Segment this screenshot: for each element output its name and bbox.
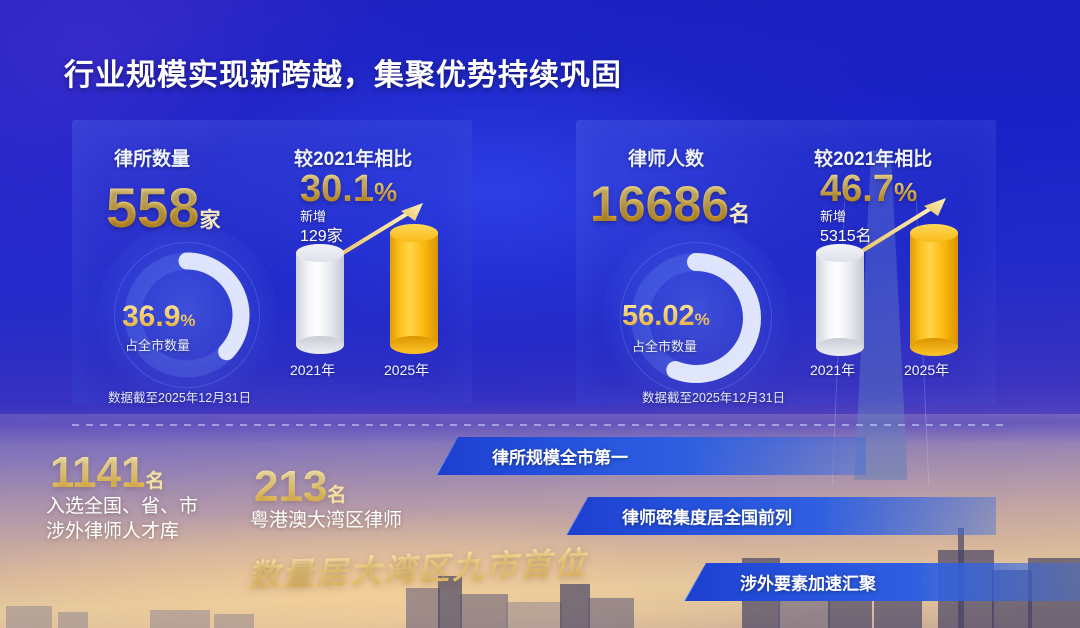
building — [438, 576, 462, 628]
growth-arrow-icon — [852, 198, 946, 258]
compare-label-law-firms: 较2021年相比 — [294, 149, 413, 170]
banner-foreign-elements[interactable]: 涉外要素加速汇聚 — [684, 563, 1080, 601]
banner-largest-firm-scale[interactable]: 律所规模全市第一 — [436, 437, 866, 475]
bottom-stat-desc-talent-pool: 入选全国、省、市 涉外律师人才库 — [46, 496, 199, 543]
stat-number: 213 — [254, 462, 328, 511]
bar-label-2025-lawyers: 2025年 — [904, 362, 950, 378]
building — [506, 602, 562, 628]
percent-symbol: % — [373, 177, 398, 207]
metric-unit: 家 — [199, 209, 221, 232]
bar-label-2021-lawyers: 2021年 — [810, 362, 856, 378]
bar-bottom-ellipse — [910, 338, 958, 356]
bar-bottom-ellipse — [816, 338, 864, 356]
metric-number: 558 — [106, 176, 200, 239]
delta-value: 5315名 — [820, 227, 872, 245]
bar-2025-lawyers — [910, 224, 958, 356]
bar-body — [910, 233, 958, 347]
metric-label-lawyers: 律师人数 — [628, 149, 705, 170]
stat-number: 1141 — [50, 448, 146, 497]
compare-label-lawyers: 较2021年相比 — [814, 149, 933, 170]
metric-label-law-firms: 律所数量 — [114, 149, 191, 170]
donut-caption-lawyers: 占全市数量 — [632, 339, 698, 354]
growth-value-law-firms: 30.1% — [300, 168, 397, 211]
bar-2021-lawyers — [816, 244, 864, 356]
stat-unit: 名 — [145, 471, 165, 492]
percent-symbol: % — [694, 310, 710, 329]
donut-percent-number: 36.9 — [122, 300, 181, 333]
footnote-law-firms: 数据截至2025年12月31日 — [108, 391, 252, 405]
bar-body — [296, 253, 344, 345]
bar-label-2025-law-firms: 2025年 — [384, 362, 430, 378]
bar-body — [816, 253, 864, 347]
delta-prefix: 新增 — [820, 209, 847, 224]
donut-caption-law-firms: 占全市数量 — [125, 338, 191, 353]
stat-unit: 名 — [327, 485, 347, 506]
donut-chart-law-firms: 36.9% 占全市数量 — [96, 224, 278, 406]
banner-label: 涉外要素加速汇聚 — [740, 574, 876, 594]
delta-prefix: 新增 — [300, 209, 327, 224]
bar-bottom-ellipse — [390, 336, 438, 354]
donut-outer-ring — [114, 242, 260, 388]
bar-top-ellipse — [296, 244, 344, 262]
percent-symbol: % — [893, 177, 918, 207]
bar-2025-law-firms — [390, 224, 438, 354]
bar-label-2021-law-firms: 2021年 — [290, 362, 336, 378]
building — [406, 588, 440, 628]
bar-top-ellipse — [910, 224, 958, 242]
delta-value: 129家 — [300, 227, 343, 245]
card-law-firms: 律所数量 558家 36.9% 占全市数量 较2021年相比 30.1% 新增 … — [72, 120, 472, 406]
bottom-stat-value-gba-lawyers: 213名 — [254, 462, 346, 512]
donut-chart-lawyers: 56.02% 占全市数量 — [602, 224, 790, 412]
donut-percent-number: 56.02 — [622, 300, 695, 332]
donut-percent-lawyers: 56.02% — [622, 300, 710, 333]
bottom-stat-value-talent-pool: 1141名 — [50, 448, 164, 498]
percent-symbol: % — [180, 311, 196, 330]
delta-label-law-firms: 新增 129家 — [300, 208, 343, 247]
building — [560, 584, 590, 628]
building — [214, 614, 254, 628]
section-divider — [72, 424, 1008, 426]
bar-top-ellipse — [816, 244, 864, 262]
building — [588, 598, 634, 628]
footnote-lawyers: 数据截至2025年12月31日 — [642, 391, 786, 405]
banner-lawyer-density[interactable]: 律师密集度居全国前列 — [566, 497, 996, 535]
building — [150, 610, 210, 628]
metric-number: 16686 — [590, 176, 730, 232]
bar-bottom-ellipse — [296, 336, 344, 354]
metric-value-lawyers: 16686名 — [590, 175, 750, 233]
growth-value-lawyers: 46.7% — [820, 168, 917, 211]
growth-number: 30.1 — [300, 168, 374, 210]
building — [6, 606, 52, 628]
growth-number: 46.7 — [820, 168, 894, 210]
card-lawyers: 律师人数 16686名 56.02% 占全市数量 较2021年相比 46.7% … — [576, 120, 996, 412]
growth-arrow-icon — [331, 203, 423, 261]
bar-body — [390, 233, 438, 345]
metric-unit: 名 — [729, 203, 751, 226]
donut-outer-ring — [620, 242, 772, 394]
bar-top-ellipse — [390, 224, 438, 242]
delta-label-lawyers: 新增 5315名 — [820, 208, 872, 247]
building — [460, 594, 508, 628]
page-title: 行业规模实现新跨越，集聚优势持续巩固 — [64, 59, 622, 92]
building — [58, 612, 88, 628]
donut-percent-law-firms: 36.9% — [122, 300, 196, 334]
banner-label: 律所规模全市第一 — [492, 448, 628, 468]
bottom-stat-desc-gba-lawyers: 粤港澳大湾区律师 — [250, 510, 403, 531]
bar-2021-law-firms — [296, 244, 344, 354]
metric-value-law-firms: 558家 — [106, 175, 220, 240]
banner-label: 律师密集度居全国前列 — [622, 508, 792, 528]
